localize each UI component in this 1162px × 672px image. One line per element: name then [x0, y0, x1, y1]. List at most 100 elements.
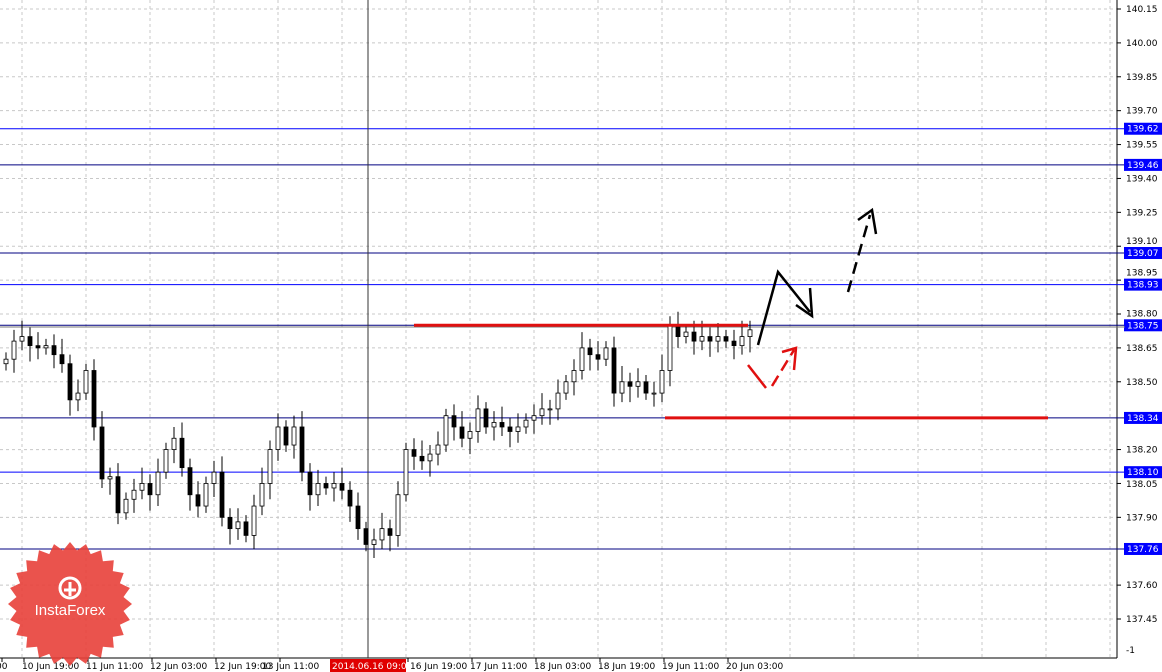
x-tick-label: 19 Jun 11:00	[662, 662, 719, 672]
y-tick-label: 140.00	[1126, 39, 1158, 49]
y-tick-label: 137.60	[1126, 581, 1158, 591]
candle-body	[403, 449, 409, 496]
alt-arrow-up	[770, 349, 796, 387]
candle-body	[547, 408, 553, 411]
candle-body	[131, 489, 137, 500]
x-tick-label: 17 Jun 11:00	[470, 662, 527, 672]
level-price-label: 139.07	[1127, 249, 1159, 259]
candle-body	[435, 444, 441, 455]
candle-body	[115, 476, 121, 514]
candle-body	[683, 331, 689, 337]
candle-body	[291, 426, 297, 446]
candle-body	[67, 363, 73, 401]
candle-body	[371, 539, 377, 545]
y-tick-label: 137.45	[1126, 615, 1158, 625]
candle-body	[339, 483, 345, 491]
level-price-tag	[1124, 122, 1162, 135]
candle-body	[635, 381, 641, 387]
forecast-arrow-up	[756, 269, 811, 346]
candle-body	[59, 354, 65, 365]
candle-body	[19, 336, 25, 342]
candle-body	[619, 381, 625, 394]
instaforex-logo: InstaForex	[8, 542, 132, 666]
y-tick-label: 138.65	[1126, 344, 1158, 354]
candle-body	[307, 471, 313, 496]
candle-body	[691, 331, 697, 342]
candle-body	[227, 516, 233, 530]
x-tick-label: 11 Jun 11:00	[86, 662, 143, 672]
candle-body	[491, 422, 497, 428]
candle-body	[27, 336, 33, 347]
candle-body	[299, 426, 305, 473]
candle-body	[51, 345, 57, 356]
candle-body	[411, 449, 417, 457]
level-price-label: 138.75	[1127, 321, 1159, 331]
y-tick-label: 138.20	[1126, 446, 1158, 456]
crosshair-time-tag	[330, 659, 406, 672]
level-price-label: 138.93	[1127, 281, 1159, 291]
candle-body	[627, 381, 633, 387]
level-price-tag	[1124, 411, 1162, 424]
x-tick-label: 12 Jun 03:00	[150, 662, 207, 672]
arrow-head	[857, 207, 878, 235]
candle-body	[251, 505, 257, 536]
candle-body	[123, 498, 129, 514]
candle-body	[659, 370, 665, 394]
y-tick-label: 140.15	[1126, 5, 1158, 15]
candle-body	[331, 483, 337, 489]
candle-body	[179, 437, 185, 469]
level-price-tag	[1124, 319, 1162, 332]
candle-body	[451, 415, 457, 428]
forecast-arrow-dashed	[846, 214, 872, 293]
candle-body	[347, 489, 353, 507]
candle-body	[219, 471, 225, 518]
candle-body	[163, 449, 169, 473]
candle-body	[611, 347, 617, 394]
y-tick-label: 137.90	[1126, 513, 1158, 523]
candle-body	[35, 345, 41, 349]
level-price-label: 137.76	[1127, 545, 1159, 555]
candle-body	[379, 528, 385, 541]
candle-body	[99, 426, 105, 480]
candle-body	[707, 336, 713, 342]
candle-body	[211, 471, 217, 484]
candle-body	[315, 483, 321, 496]
y-tick-label: 139.25	[1126, 208, 1158, 218]
x-tick-label: 12 Jun 19:00	[214, 662, 271, 672]
candle-body	[363, 528, 369, 545]
candle-body	[107, 476, 113, 480]
candle-body	[499, 422, 505, 428]
candle-body	[587, 347, 593, 356]
candle-body	[651, 392, 657, 395]
candle-body	[739, 336, 745, 347]
candle-body	[475, 408, 481, 432]
candle-body	[603, 347, 609, 360]
level-price-label: 138.10	[1127, 468, 1159, 478]
crosshair-time-label: 2014.06.16 09:00	[332, 662, 413, 672]
candle-body	[171, 437, 177, 450]
candle-body	[731, 340, 737, 347]
arrow-head	[781, 346, 798, 371]
y-tick-label: 139.70	[1126, 107, 1158, 117]
candle-body	[699, 336, 705, 342]
candle-body	[275, 426, 281, 450]
candle-body	[539, 408, 545, 417]
candle-body	[419, 455, 425, 462]
x-tick-label: 20 Jun 03:00	[726, 662, 783, 672]
candle-body	[595, 354, 601, 360]
y-tick-label: 139.10	[1126, 237, 1158, 247]
level-price-label: 139.62	[1127, 125, 1159, 135]
candle-body	[323, 483, 329, 489]
candle-body	[723, 336, 729, 342]
x-tick-label: 00	[0, 662, 8, 672]
candle-body	[91, 370, 97, 428]
candle-body	[235, 521, 241, 530]
candle-body	[643, 381, 649, 394]
candle-body	[147, 483, 153, 496]
candle-body	[11, 340, 17, 360]
level-price-tag	[1124, 278, 1162, 291]
candle-body	[579, 347, 585, 371]
x-tick-label: 13 Jun 11:00	[262, 662, 319, 672]
candle-body	[563, 381, 569, 394]
